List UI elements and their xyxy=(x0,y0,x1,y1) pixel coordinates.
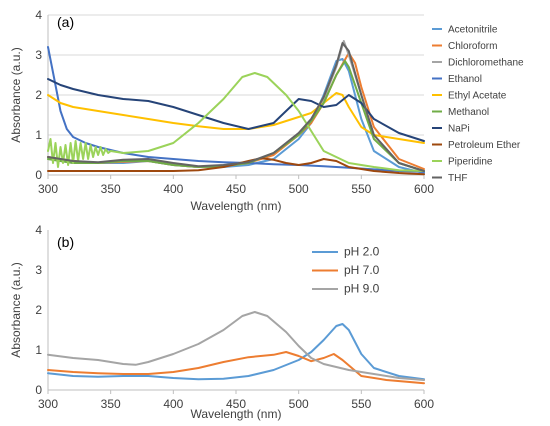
x-tick-label: 500 xyxy=(289,182,309,196)
legend-label: pH 9.0 xyxy=(344,282,380,296)
x-axis-title: Wavelength (nm) xyxy=(191,407,282,421)
panel-a: 0 1 2 3 4 300 350 400 450 500 550 600 Wavelength (nm… xyxy=(9,8,524,213)
x-tick-label: 300 xyxy=(38,182,58,196)
y-tick-label: 4 xyxy=(35,223,42,237)
y-tick-label: 3 xyxy=(35,48,42,62)
x-tick-label: 600 xyxy=(414,397,434,411)
series-line-thf xyxy=(47,42,425,172)
y-tick-label: 3 xyxy=(35,263,42,277)
x-tick-label: 550 xyxy=(351,397,371,411)
x-tick-label: 600 xyxy=(414,182,434,196)
legend-label: Methanol xyxy=(448,107,489,118)
y-tick-label: 4 xyxy=(35,8,42,22)
series-line-ph-2-0 xyxy=(47,323,425,381)
y-axis-title: Absorbance (a.u.) xyxy=(9,47,23,142)
legend-label: pH 2.0 xyxy=(344,245,380,259)
y-tick-label: 0 xyxy=(35,383,42,397)
x-tick-label: 350 xyxy=(101,182,121,196)
series-line-napi xyxy=(47,78,425,142)
panel-label: (b) xyxy=(57,234,74,250)
legend-label: Ethanol xyxy=(448,74,482,85)
x-tick-label: 300 xyxy=(38,397,58,411)
x-tick-label: 400 xyxy=(163,182,183,196)
series-line-ph-9-0 xyxy=(47,311,425,381)
legend-label: Acetonitrile xyxy=(448,25,498,36)
x-axis-title: Wavelength (nm) xyxy=(191,199,282,213)
x-tick-label: 550 xyxy=(351,182,371,196)
x-tick-label: 450 xyxy=(226,397,246,411)
y-tick-label: 2 xyxy=(35,303,42,317)
legend-label: Piperidine xyxy=(448,157,493,168)
legend-label: Ethyl Acetate xyxy=(448,91,507,102)
y-axis-title: Absorbance (a.u.) xyxy=(9,262,23,357)
legend-label: Petroleum Ether xyxy=(448,140,521,151)
legend-label: Dichloromethane xyxy=(448,58,524,69)
series-line-petroleum-ether xyxy=(47,157,425,176)
series-line-ethyl-acetate xyxy=(47,92,425,144)
legend-label: pH 7.0 xyxy=(344,263,380,277)
y-tick-label: 1 xyxy=(35,128,42,142)
x-tick-label: 450 xyxy=(226,182,246,196)
panel-label: (a) xyxy=(57,14,74,30)
legend-label: NaPi xyxy=(448,124,470,135)
panel-b: 0 1 2 3 4 300 350 400 450 500 550 600 Wavelength (nm… xyxy=(9,223,434,421)
y-tick-label: 2 xyxy=(35,88,42,102)
series-line-ph-7-0 xyxy=(47,351,425,385)
x-tick-label: 400 xyxy=(163,397,183,411)
series-line-ethanol xyxy=(47,46,425,173)
x-tick-label: 500 xyxy=(289,397,309,411)
legend-label: Chloroform xyxy=(448,41,497,52)
legend-label: THF xyxy=(448,173,467,184)
y-tick-label: 0 xyxy=(35,168,42,182)
x-tick-label: 350 xyxy=(101,397,121,411)
y-tick-label: 1 xyxy=(35,343,42,357)
series-line-piperidine xyxy=(47,72,425,172)
